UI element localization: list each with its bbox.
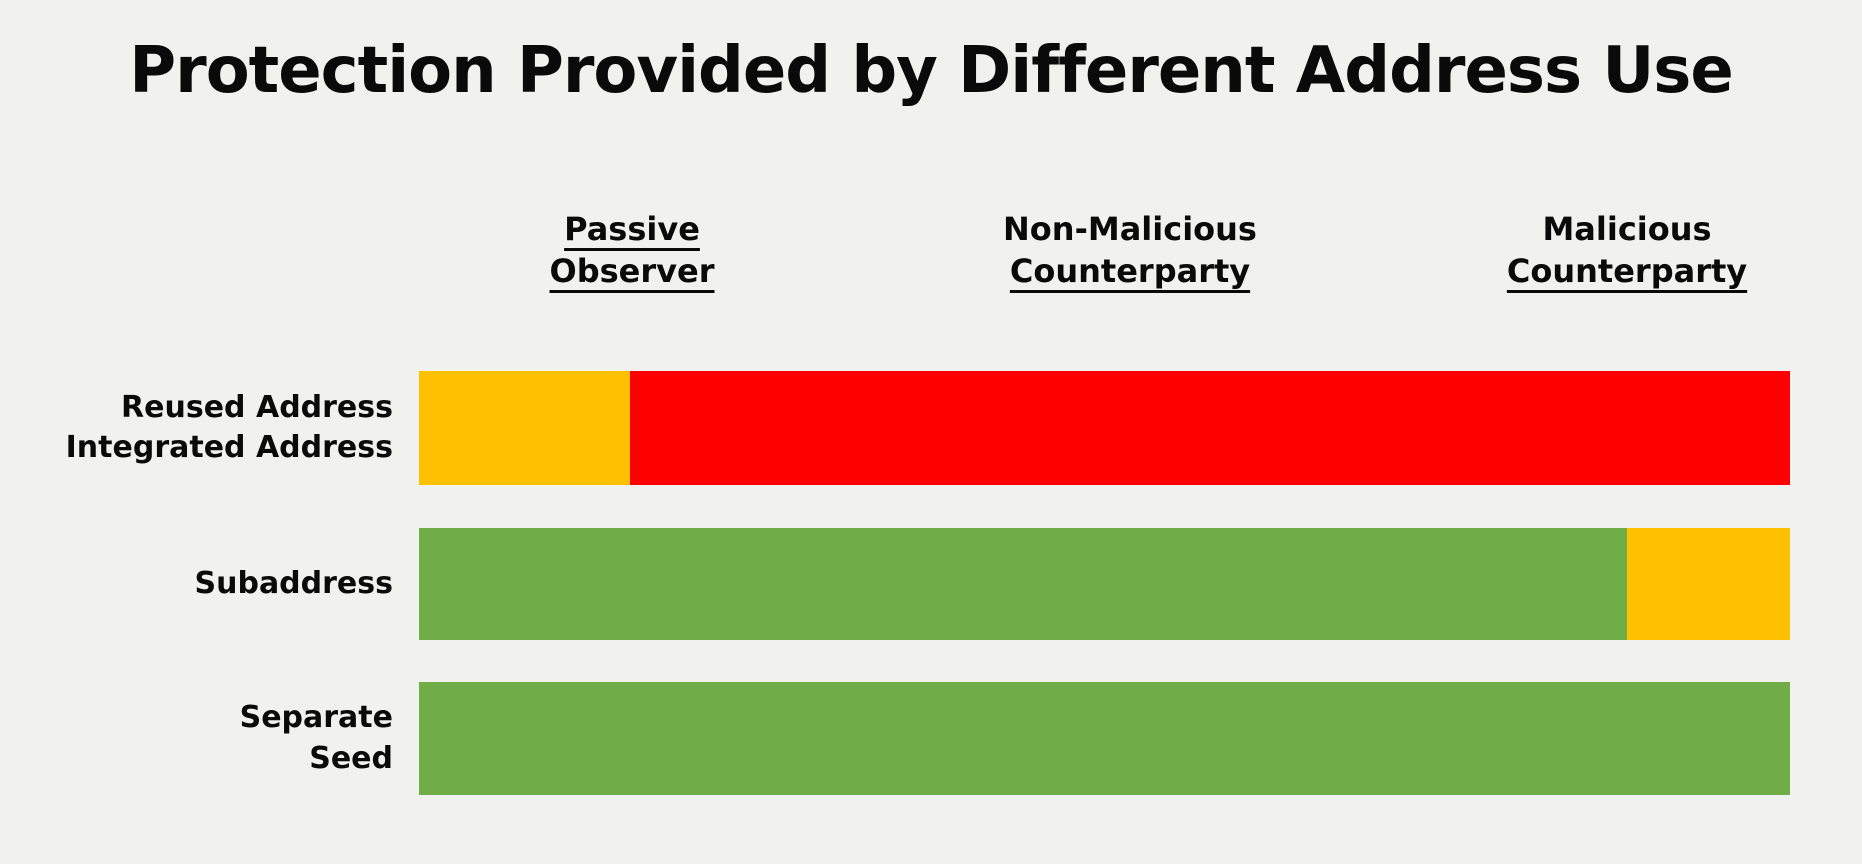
column-header-line: Counterparty bbox=[1009, 252, 1251, 291]
row-label-line: Separate bbox=[239, 700, 393, 735]
row-label-reused-integrated-address: Reused Address Integrated Address bbox=[20, 371, 393, 485]
column-header-line: Observer bbox=[549, 252, 715, 291]
row-label-line: Integrated Address bbox=[65, 430, 393, 465]
column-header-line: Malicious bbox=[1542, 210, 1712, 248]
bar-reused-integrated-address bbox=[419, 371, 1790, 485]
column-header-line: Non-Malicious bbox=[1003, 210, 1257, 248]
row-label-line: Subaddress bbox=[194, 565, 394, 601]
column-header-line: Passive bbox=[564, 210, 700, 248]
column-header-line: Counterparty bbox=[1506, 252, 1748, 291]
column-header-non-malicious-counterparty: Non-Malicious Counterparty bbox=[895, 208, 1365, 292]
column-header-malicious-counterparty: Malicious Counterparty bbox=[1392, 208, 1862, 292]
bar-separate-seed bbox=[419, 682, 1790, 795]
row-label-separate-seed: Separate Seed bbox=[20, 682, 393, 795]
row-label-subaddress: Subaddress bbox=[20, 528, 394, 640]
bar-segment-safe bbox=[419, 682, 1790, 795]
bar-segment-warning bbox=[1626, 528, 1790, 640]
chart-title: Protection Provided by Different Address… bbox=[129, 34, 1734, 108]
row-label-line: Reused Address bbox=[121, 389, 393, 425]
bar-subaddress bbox=[419, 528, 1790, 640]
row-label-line: Seed bbox=[309, 740, 393, 776]
bar-segment-warning bbox=[419, 371, 631, 485]
bar-segment-danger bbox=[630, 371, 1790, 485]
bar-segment-safe bbox=[419, 528, 1627, 640]
column-header-passive-observer: Passive Observer bbox=[397, 208, 867, 292]
